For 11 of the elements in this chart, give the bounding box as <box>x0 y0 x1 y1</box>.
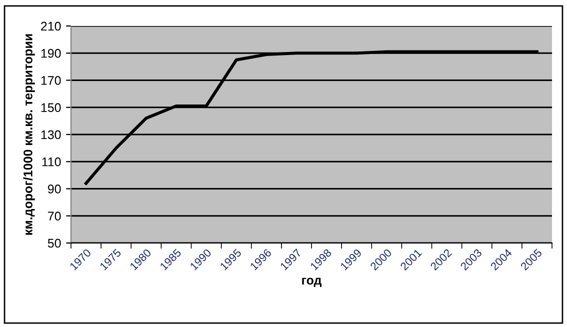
x-axis-title: год <box>302 278 322 287</box>
y-tick-label: 70 <box>48 212 61 221</box>
y-tick-label: 210 <box>41 22 61 31</box>
y-tick-label: 50 <box>48 238 61 248</box>
y-tick-label: 190 <box>41 48 61 58</box>
y-tick-label: 110 <box>42 157 61 166</box>
y-tick-label: 170 <box>41 76 61 85</box>
y-tick-label: 150 <box>41 103 61 112</box>
y-tick-label: 90 <box>48 184 61 194</box>
y-tick-label: 130 <box>41 130 61 140</box>
y-axis-title: км.дорог/1000 км.кв. территории <box>23 34 35 235</box>
